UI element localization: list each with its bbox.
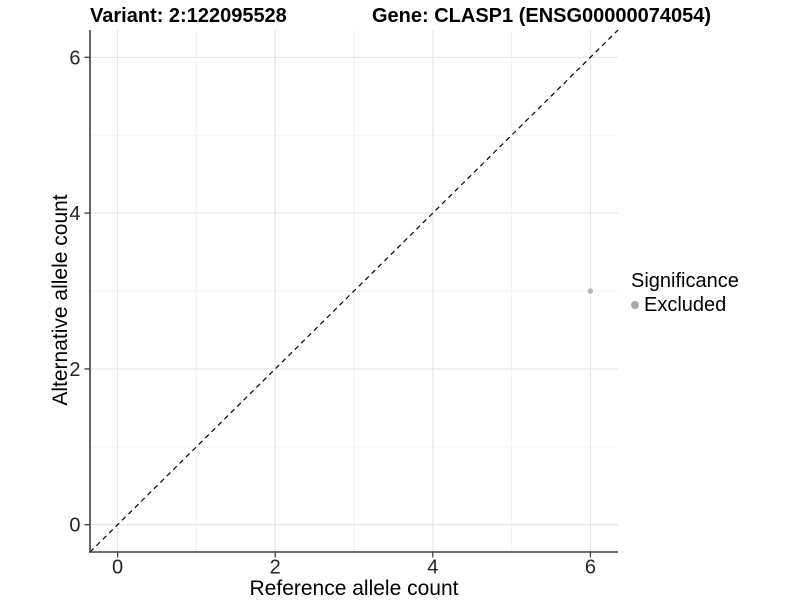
legend: Significance Excluded: [631, 270, 739, 316]
identity-reference-line: [89, 29, 619, 553]
y-axis-title: Alternative allele count: [49, 194, 72, 406]
data-point: [587, 288, 594, 294]
plot-title-variant: Variant: 2:122095528: [90, 5, 287, 27]
x-tick-label: 4: [427, 557, 438, 579]
x-tick-label: 6: [585, 557, 596, 579]
y-tick-label: 4: [69, 203, 80, 225]
legend-key-dot: [631, 301, 639, 309]
y-tick-label: 6: [69, 47, 80, 69]
legend-item-label: Excluded: [644, 294, 727, 316]
legend-title: Significance: [631, 270, 739, 292]
y-tick-label: 2: [69, 359, 80, 381]
legend-item-excluded: Excluded: [631, 294, 739, 316]
y-tick-label: 0: [69, 515, 80, 537]
x-axis-title: Reference allele count: [249, 577, 459, 600]
plot-title-gene: Gene: CLASP1 (ENSG00000074054): [372, 5, 712, 27]
x-tick-label: 0: [112, 557, 123, 579]
x-tick-label: 2: [270, 557, 281, 579]
